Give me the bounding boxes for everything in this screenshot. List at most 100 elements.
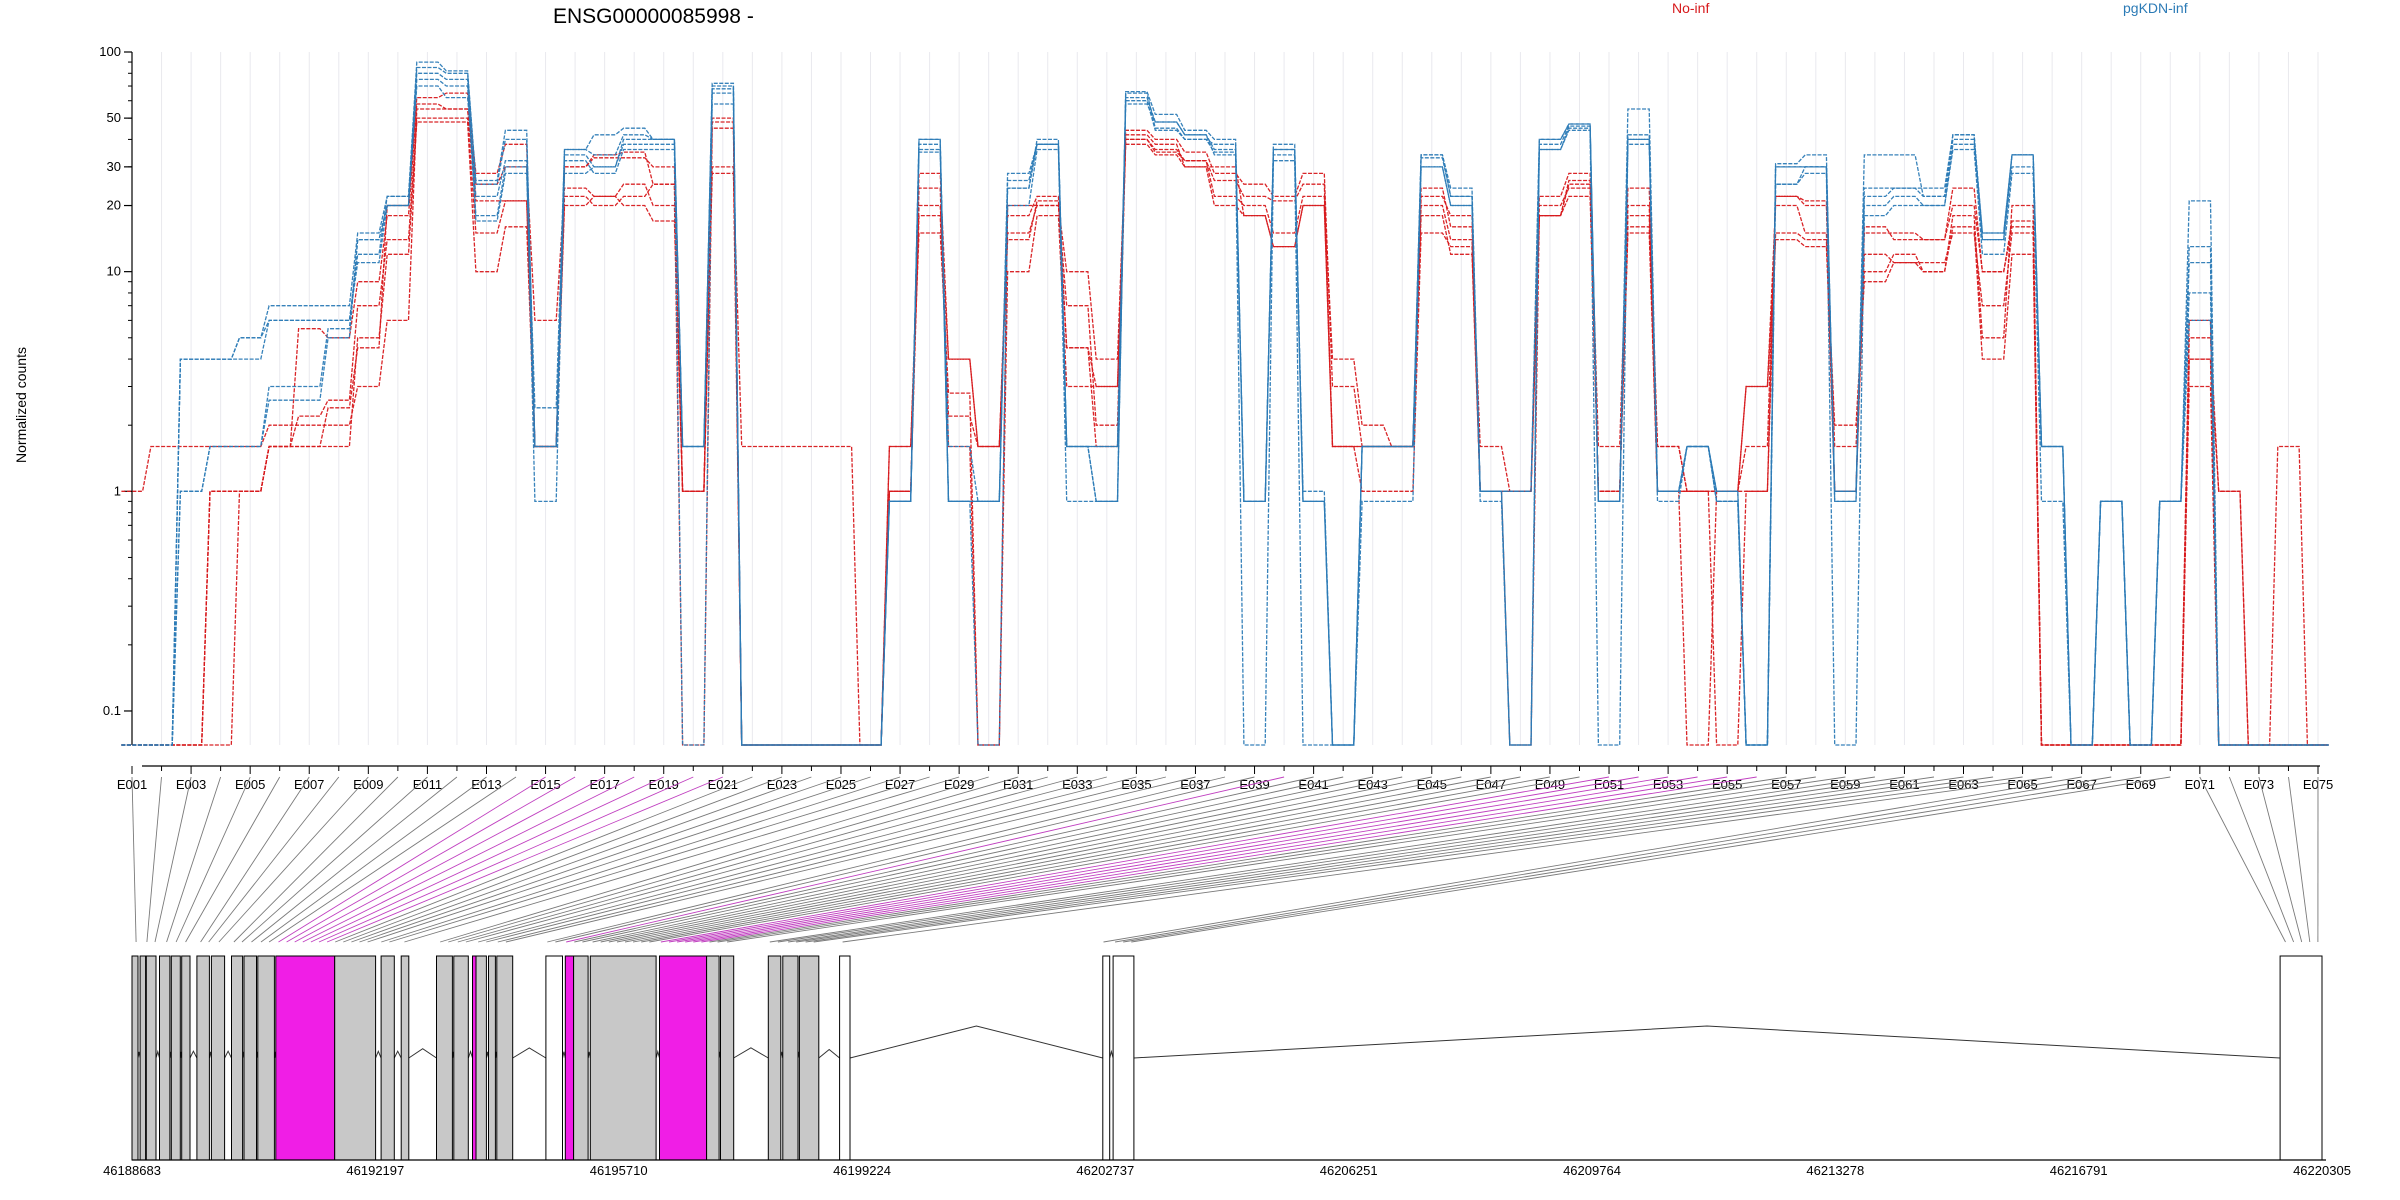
exon-box-14 xyxy=(380,955,395,1161)
connector-e036 xyxy=(497,776,1167,943)
y-axis-label: Normalized counts xyxy=(13,347,29,463)
connector-e020 xyxy=(318,776,694,943)
exon-box-25 xyxy=(589,955,657,1161)
exon-box-23 xyxy=(564,955,575,1161)
connector-e013 xyxy=(260,776,487,943)
exon-box-33 xyxy=(1102,955,1111,1161)
x-tick-label-e069: E069 xyxy=(2126,777,2156,792)
connector-e005 xyxy=(175,776,251,943)
coordinate-label: 46220305 xyxy=(2293,1163,2351,1178)
connector-e019 xyxy=(310,776,664,943)
legend-entry-pgkdn-inf: pgKDN-inf xyxy=(2123,0,2188,16)
coordinate-label: 46216791 xyxy=(2050,1163,2108,1178)
y-tick-label: 0.1 xyxy=(103,703,121,718)
connector-e001 xyxy=(131,776,137,943)
connector-e056 xyxy=(701,776,1757,943)
connector-e029 xyxy=(404,776,960,943)
coordinate-label: 46206251 xyxy=(1320,1163,1378,1178)
connector-e028 xyxy=(389,776,930,943)
connector-e069 xyxy=(1123,776,2141,943)
connector-e073 xyxy=(2258,776,2303,943)
connector-e022 xyxy=(335,776,753,943)
intron-line xyxy=(393,1050,402,1059)
x-tick-label-e027: E027 xyxy=(885,777,915,792)
intron-line xyxy=(189,1050,198,1059)
intron-line xyxy=(224,1050,232,1059)
exon-box-3 xyxy=(145,955,157,1161)
exon-box-28 xyxy=(720,955,735,1161)
connector-e051 xyxy=(660,776,1610,943)
coordinate-label: 46213278 xyxy=(1806,1163,1864,1178)
exon-box-4 xyxy=(159,955,171,1161)
connector-e025 xyxy=(359,776,842,943)
connector-e041 xyxy=(574,776,1314,943)
connector-e016 xyxy=(286,776,576,943)
exon-box-31 xyxy=(798,955,820,1161)
exon-box-27 xyxy=(706,955,720,1161)
intron-line xyxy=(375,1049,382,1059)
connector-e044 xyxy=(600,776,1403,943)
exon-box-8 xyxy=(210,955,226,1161)
connector-e027 xyxy=(381,776,901,943)
x-tick-label-e017: E017 xyxy=(589,777,619,792)
connector-e042 xyxy=(582,776,1344,943)
exon-box-9 xyxy=(231,955,244,1161)
exon-box-11 xyxy=(257,955,275,1161)
connector-e057 xyxy=(709,776,1787,943)
connector-e009 xyxy=(218,776,369,943)
connector-e045 xyxy=(608,776,1432,943)
x-tick-label-e025: E025 xyxy=(826,777,856,792)
exon-box-20 xyxy=(488,955,496,1161)
coordinate-label: 46209764 xyxy=(1563,1163,1621,1178)
intron-line xyxy=(849,1025,1103,1059)
intron-line xyxy=(1133,1025,2281,1059)
connector-e010 xyxy=(233,776,399,943)
connector-e003 xyxy=(154,776,192,943)
connector-e047 xyxy=(624,776,1491,943)
exon-box-22 xyxy=(545,955,564,1161)
exon-box-1 xyxy=(131,955,139,1161)
x-tick-label-e021: E021 xyxy=(708,777,738,792)
exon-box-35 xyxy=(2279,955,2323,1161)
connector-e067 xyxy=(1103,776,2082,943)
exon-box-34 xyxy=(1112,955,1135,1161)
x-tick-label-e003: E003 xyxy=(176,777,206,792)
connector-e063 xyxy=(796,776,1964,943)
connector-e058 xyxy=(717,776,1816,943)
connector-e024 xyxy=(351,776,812,943)
exon-box-10 xyxy=(243,955,257,1161)
y-tick-label: 30 xyxy=(107,159,121,174)
series-line-pgkdn-inf-9 xyxy=(121,61,2329,746)
connector-e055 xyxy=(693,776,1728,943)
connector-e050 xyxy=(649,776,1580,943)
x-tick-label-e013: E013 xyxy=(471,777,501,792)
intron-line xyxy=(655,1049,660,1059)
x-tick-label-e045: E045 xyxy=(1417,777,1447,792)
connector-e061 xyxy=(777,776,1905,943)
connector-e023 xyxy=(343,776,783,943)
connector-e037 xyxy=(505,776,1196,943)
intron-line xyxy=(512,1047,547,1059)
connector-e074 xyxy=(2288,776,2311,943)
connector-e014 xyxy=(268,776,517,943)
connector-e054 xyxy=(685,776,1698,943)
connector-e060 xyxy=(769,776,1875,943)
exon-box-26 xyxy=(659,955,708,1161)
connector-e062 xyxy=(788,776,1935,943)
exon-box-6 xyxy=(181,955,191,1161)
y-tick-label: 100 xyxy=(99,44,121,59)
connector-e017 xyxy=(294,776,605,943)
x-tick-label-e005: E005 xyxy=(235,777,265,792)
connector-e032 xyxy=(457,776,1048,943)
exon-box-16 xyxy=(436,955,453,1161)
exon-box-2 xyxy=(139,955,147,1161)
connector-e026 xyxy=(367,776,871,943)
connector-e072 xyxy=(2228,776,2295,943)
exon-box-32 xyxy=(839,955,851,1161)
x-tick-label-e071: E071 xyxy=(2185,777,2215,792)
series-line-pgkdn-inf-8 xyxy=(121,66,2329,746)
connector-e007 xyxy=(200,776,310,943)
connector-e039 xyxy=(555,776,1255,943)
connector-e021 xyxy=(326,776,723,943)
intron-line xyxy=(408,1048,437,1059)
